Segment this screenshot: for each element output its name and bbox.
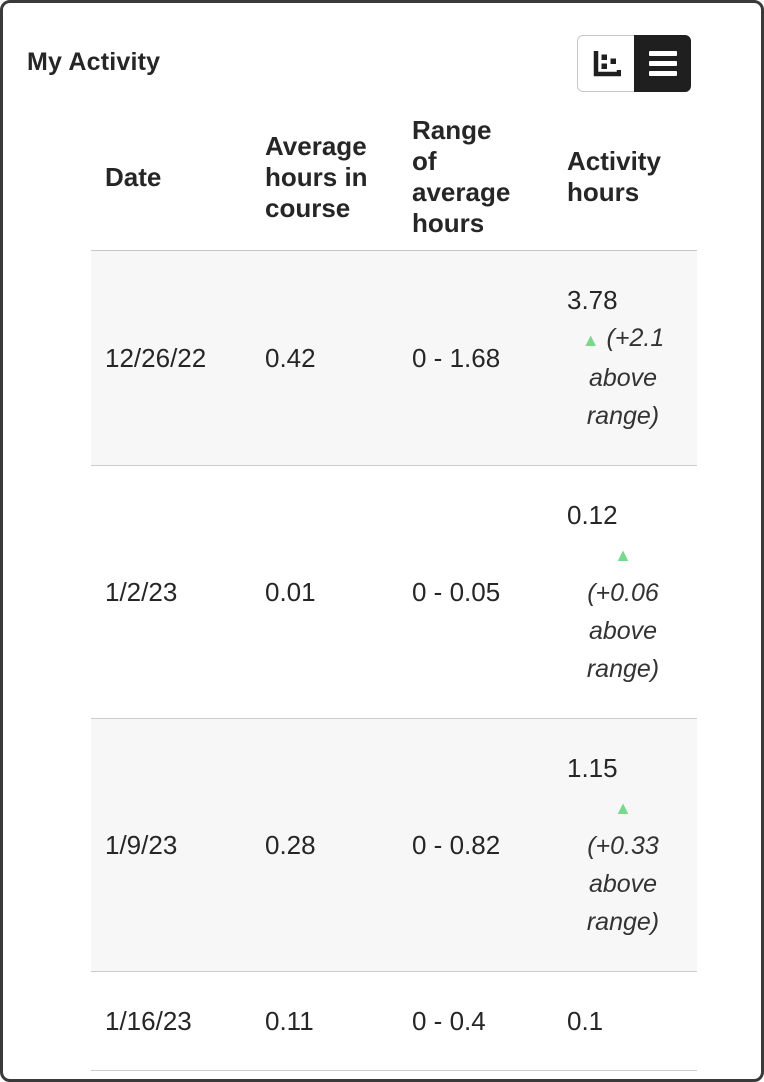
up-triangle-icon: ▲	[614, 798, 632, 818]
activity-hours-cell: 1.15 ▲ (+0.33 above range)	[553, 749, 697, 941]
date-cell: 1/9/23	[105, 830, 178, 860]
range-cell: 0 - 0.05	[412, 577, 501, 607]
up-triangle-icon: ▲	[614, 545, 632, 565]
activity-hours-cell: 0.1	[553, 1002, 697, 1040]
card-header: My Activity	[3, 3, 761, 92]
table-body: 12/26/22 0.42 0 - 1.68 3.78 ▲ (+2.1 above ra…	[91, 251, 697, 1071]
average-hours-cell: 0.01	[265, 577, 316, 607]
scatter-chart-icon	[591, 49, 621, 79]
table-row: 1/9/23 0.28 0 - 0.82 1.15 ▲ (+0.33 above ran…	[91, 719, 697, 972]
table-row: 12/26/22 0.42 0 - 1.68 3.78 ▲ (+2.1 above ra…	[91, 251, 697, 466]
table-row: 1/16/23 0.11 0 - 0.4 0.1	[91, 972, 697, 1071]
activity-hours-cell: 0.12 ▲ (+0.06 above range)	[553, 496, 697, 688]
up-triangle-icon: ▲	[581, 330, 600, 350]
view-toggle	[577, 35, 691, 92]
delta-text: (+2.1 above range)	[586, 324, 665, 430]
column-header-date: Date	[105, 161, 162, 192]
date-cell: 12/26/22	[105, 343, 207, 373]
average-hours-cell: 0.42	[265, 343, 316, 373]
table-header-row: Date Average hours in course Range of av…	[91, 104, 697, 251]
activity-value: 0.12	[567, 500, 618, 530]
range-cell: 0 - 1.68	[412, 343, 501, 373]
average-hours-cell: 0.28	[265, 830, 316, 860]
activity-value: 3.78	[567, 285, 618, 315]
chart-view-button[interactable]	[577, 35, 634, 92]
table-view-button[interactable]	[634, 35, 691, 92]
list-icon	[648, 49, 677, 79]
activity-hours-cell: 3.78 ▲ (+2.1 above range)	[553, 281, 697, 435]
table-row: 1/2/23 0.01 0 - 0.05 0.12 ▲ (+0.06 above ran…	[91, 466, 697, 719]
delta-text: (+0.33 above range)	[586, 832, 660, 936]
activity-delta: ▲ (+0.33 above range)	[579, 787, 667, 941]
range-cell: 0 - 0.4	[412, 1006, 486, 1036]
activity-value: 0.1	[567, 1006, 604, 1036]
date-cell: 1/16/23	[105, 1006, 192, 1036]
page-title: My Activity	[27, 48, 161, 76]
delta-text: (+0.06 above range)	[586, 579, 660, 683]
activity-table: Date Average hours in course Range of av…	[91, 104, 697, 1071]
date-cell: 1/2/23	[105, 577, 178, 607]
activity-delta: ▲ (+2.1 above range)	[579, 319, 667, 435]
column-header-activity-hours: Activity hours	[567, 146, 661, 207]
activity-value: 1.15	[567, 753, 618, 783]
column-header-average-hours: Average hours in course	[265, 130, 368, 223]
column-header-range: Range of average hours	[412, 115, 511, 238]
range-cell: 0 - 0.82	[412, 830, 501, 860]
activity-delta: ▲ (+0.06 above range)	[579, 534, 667, 688]
average-hours-cell: 0.11	[265, 1006, 314, 1036]
